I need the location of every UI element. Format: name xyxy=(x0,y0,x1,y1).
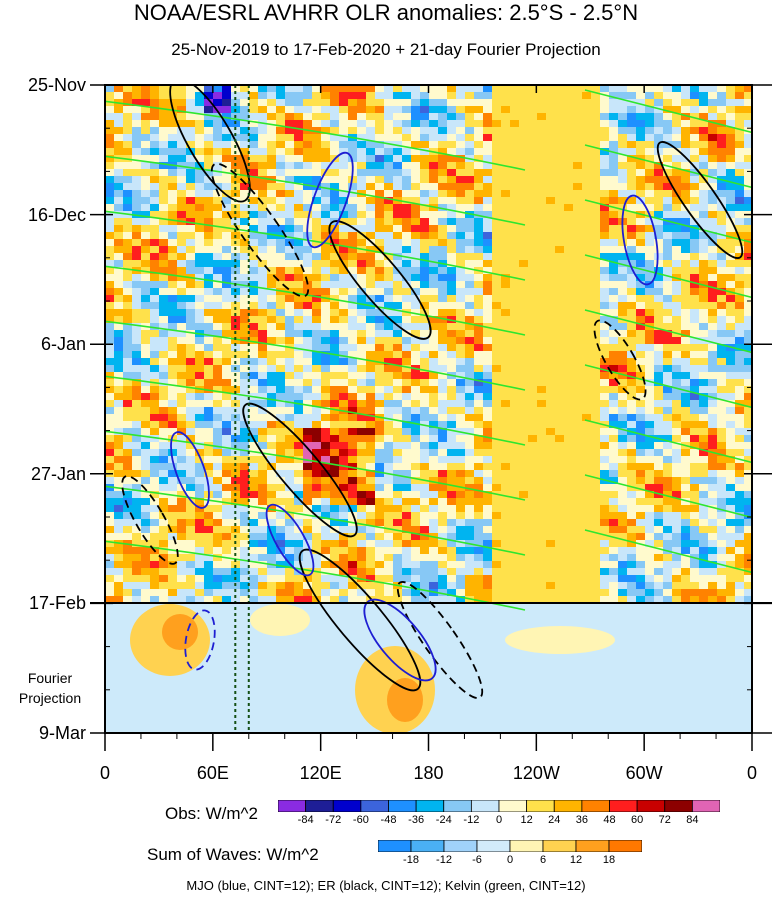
x-tick-label: 120W xyxy=(512,763,560,783)
colorbar-swatch xyxy=(498,800,528,812)
colorbar-swatch xyxy=(575,840,610,852)
colorbar-swatch xyxy=(691,800,720,812)
colorbar-swatch xyxy=(476,840,511,852)
colorbar-tick-label: 18 xyxy=(602,854,616,866)
colorbar-swatch xyxy=(360,800,389,812)
reference-lines xyxy=(234,85,250,733)
colorbar-swatch xyxy=(378,840,412,852)
x-tick-label: 60W xyxy=(625,763,663,783)
colorbar-tick-label: 48 xyxy=(603,814,616,826)
colorbar-swatch xyxy=(332,800,362,812)
colorbar-tick-label: -48 xyxy=(380,814,397,826)
colorbar-swatch xyxy=(509,840,544,852)
colorbar-swatch xyxy=(470,800,500,812)
colorbar-tick-label: -36 xyxy=(408,814,425,826)
colorbar-swatch xyxy=(278,800,307,812)
colorbar-tick-label: 84 xyxy=(686,814,699,826)
colorbar-tick-label: -6 xyxy=(472,854,482,866)
projection-label: Fourier Projection xyxy=(0,668,100,708)
colorbar-swatch xyxy=(664,800,693,812)
colorbar-swatch xyxy=(388,800,417,812)
y-tick-label: 17-Feb xyxy=(28,593,86,614)
colorbar-tick-label: 60 xyxy=(631,814,644,826)
colorbar-tick-label: 0 xyxy=(495,814,503,826)
colorbar-tick-label: 6 xyxy=(539,854,547,866)
colorbar-tick-label: -12 xyxy=(436,854,452,866)
colorbar-tick-label: 72 xyxy=(658,814,671,826)
projection-label-line1: Fourier xyxy=(27,670,73,686)
x-tick-label: 180 xyxy=(413,763,444,783)
colorbar-swatch xyxy=(443,800,472,812)
colorbar-swatch xyxy=(305,800,334,812)
colorbar-swatch xyxy=(410,840,445,852)
colorbar-tick-label: -84 xyxy=(297,814,314,826)
y-tick-label: 27-Jan xyxy=(30,463,86,484)
obs-colorbar-label: Obs: W/m^2 xyxy=(165,804,258,823)
colorbar-tick-label: 0 xyxy=(506,854,514,866)
colorbar-swatch xyxy=(609,800,638,812)
colorbar-tick-label: 12 xyxy=(520,814,533,826)
colorbar-swatch xyxy=(415,800,445,812)
x-tick-label: 60E xyxy=(196,763,229,783)
colorbar-tick-label: 36 xyxy=(575,814,588,826)
colorbar-swatch xyxy=(636,800,666,812)
axis-ticks xyxy=(90,84,772,751)
legend-footer: MJO (blue, CINT=12); ER (black, CINT=12)… xyxy=(186,878,586,893)
colorbar-tick-label: -18 xyxy=(403,854,419,866)
chart-subtitle: 25-Nov-2019 to 17-Feb-2020 + 21-day Four… xyxy=(171,40,601,59)
x-tick-label: 120E xyxy=(299,763,342,783)
colorbar-tick-label: 12 xyxy=(569,854,583,866)
colorbar-swatch xyxy=(542,840,577,852)
colorbar-swatch xyxy=(608,840,642,852)
colorbar-tick-label: 24 xyxy=(548,814,561,826)
projection-label-line2: Projection xyxy=(18,690,82,706)
waves-colorbar xyxy=(378,840,642,852)
olr-anomaly-field xyxy=(105,85,752,733)
colorbar-tick-label: -24 xyxy=(435,814,452,826)
y-tick-label: 16-Dec xyxy=(27,204,86,225)
y-tick-label: 6-Jan xyxy=(40,334,86,355)
chart-title: NOAA/ESRL AVHRR OLR anomalies: 2.5°S - 2… xyxy=(133,0,639,25)
colorbar-tick-label: -72 xyxy=(325,814,342,826)
colorbar-swatch xyxy=(581,800,610,812)
wave-contours xyxy=(105,85,752,699)
y-tick-label: 25-Nov xyxy=(27,75,86,95)
colorbar-swatch xyxy=(526,800,555,812)
waves-colorbar-label: Sum of Waves: W/m^2 xyxy=(147,845,319,864)
colorbar-tick-label: -12 xyxy=(463,814,480,826)
x-tick-label: 0 xyxy=(746,763,757,783)
obs-colorbar xyxy=(278,800,720,812)
colorbar-swatch xyxy=(443,840,478,852)
y-tick-label: 9-Mar xyxy=(38,723,86,743)
colorbar-tick-label: -60 xyxy=(352,814,369,826)
colorbar-swatch xyxy=(553,800,583,812)
x-tick-label: 0 xyxy=(99,763,110,783)
